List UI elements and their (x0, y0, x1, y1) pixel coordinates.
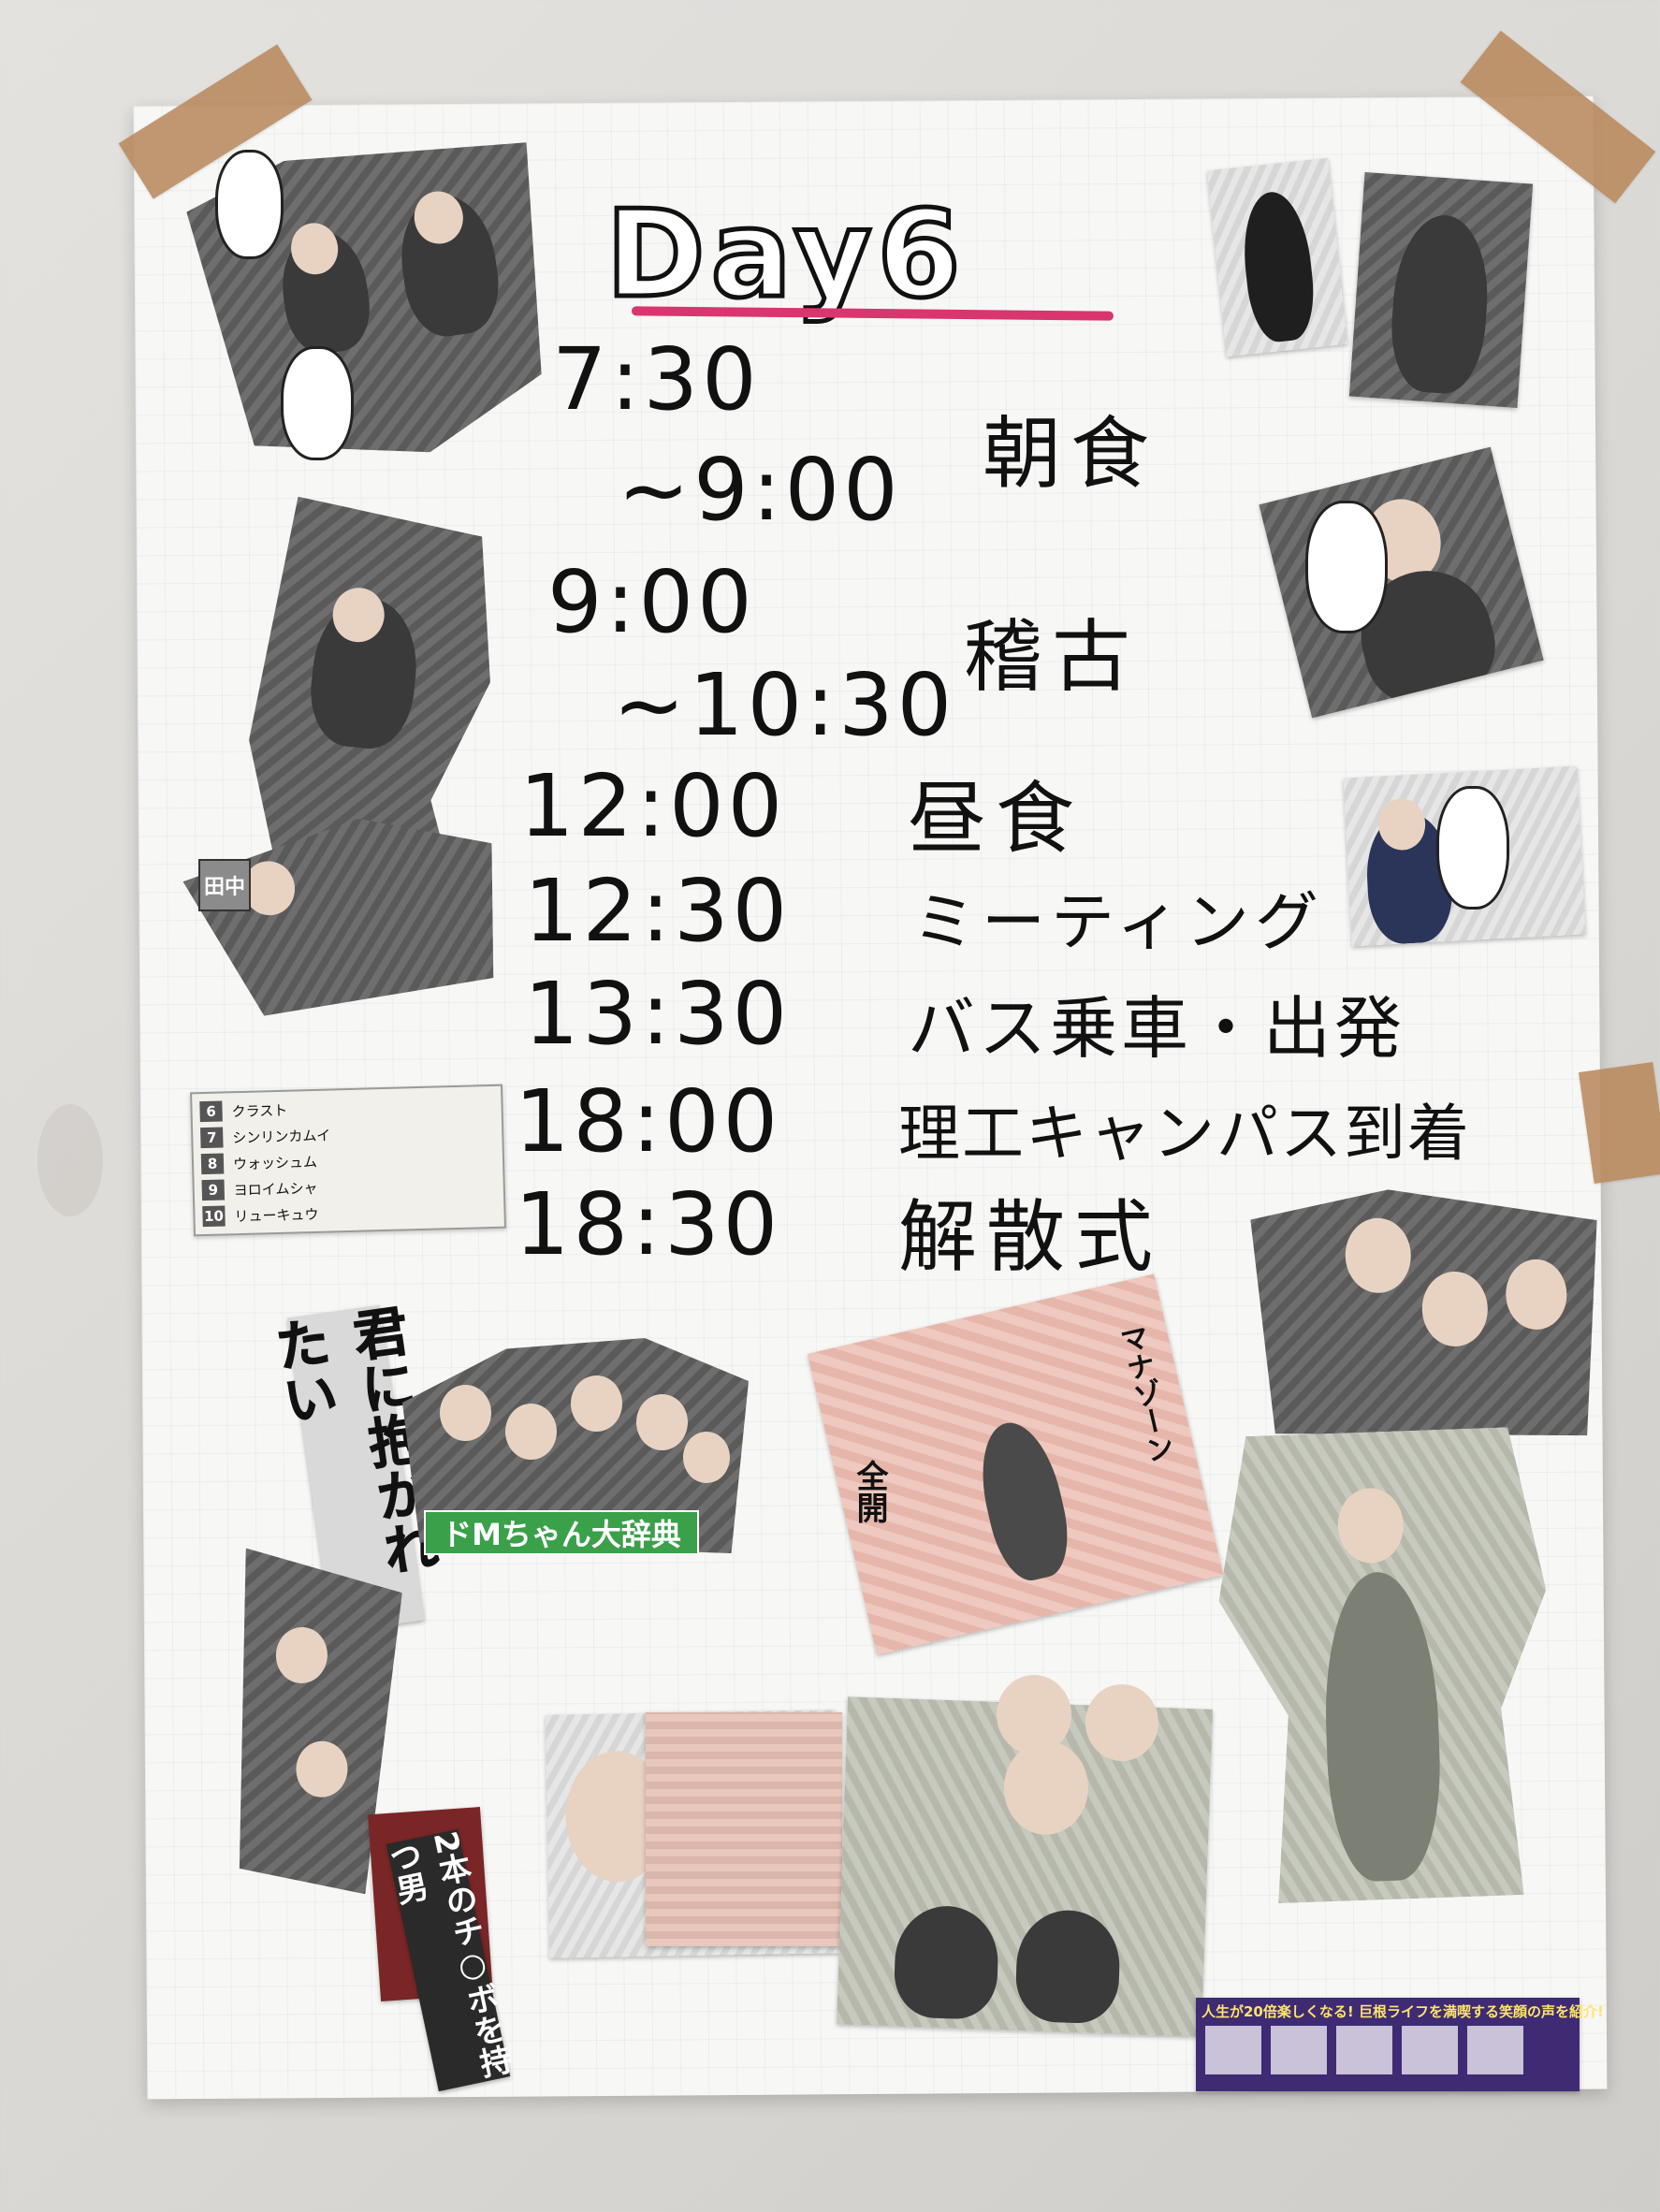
ad-headline: 人生が20倍楽しくなる! 巨根ライフを満喫する笑顔の声を紹介! (1201, 2003, 1604, 2020)
photo-cutout-top-right (1348, 172, 1534, 408)
person-face (440, 1385, 491, 1441)
speech-bubble (1305, 501, 1388, 633)
schedule-time-5: 13:30 (524, 964, 792, 1064)
ranking-row: 10 リューキュウ (202, 1197, 484, 1229)
green-caption-label: ドMちゃん大辞典 (424, 1510, 699, 1555)
person-silhouette (1237, 188, 1319, 345)
person-face (1002, 1739, 1090, 1837)
person-face (274, 1625, 329, 1685)
person-face (997, 1675, 1071, 1754)
schedule-activity-6: 理工キャンパス到着 (898, 1098, 1471, 1170)
ad-thumbnail (1205, 2026, 1261, 2074)
ad-thumbnail (1271, 2026, 1327, 2074)
schedule-activity-1: 朝食 (983, 408, 1159, 500)
rank-number: 7 (200, 1127, 224, 1149)
rank-number: 6 (199, 1100, 223, 1123)
person-face (1420, 1271, 1489, 1347)
magazine-ad-clipping: 人生が20倍楽しくなる! 巨根ライフを満喫する笑顔の声を紹介! (1196, 1998, 1604, 2091)
schedule-time-3: 12:00 (519, 756, 787, 856)
manga-panel-window (646, 1712, 842, 1946)
person-face (294, 1739, 349, 1799)
speech-bubble (215, 150, 284, 259)
tape-right (1579, 1062, 1660, 1184)
person-silhouette (1387, 211, 1493, 397)
schedule-time-2: 9:00 (547, 552, 756, 652)
person-silhouette (1014, 1908, 1122, 2025)
schedule-time-6: 18:00 (515, 1071, 782, 1171)
person-face (683, 1432, 730, 1483)
ad-thumbnail (1467, 2026, 1523, 2074)
poster-title: Day6 (604, 183, 967, 327)
ad-thumbnail (1336, 2026, 1392, 2074)
rank-number: 9 (201, 1179, 226, 1201)
rank-name: シンリンカムイ (232, 1126, 331, 1146)
name-tag: 田中 (198, 859, 251, 911)
person-face (636, 1394, 688, 1450)
person-face (571, 1375, 622, 1432)
manga-sfx-text: 全開 (851, 1460, 888, 1523)
person-face (1336, 1487, 1405, 1564)
wall-stain (37, 1104, 103, 1216)
speech-bubble (1436, 786, 1509, 910)
person-face (1505, 1259, 1568, 1331)
rank-name: ヨロイムシャ (233, 1179, 318, 1199)
rank-number: 10 (202, 1205, 226, 1228)
schedule-activity-5: バス乗車・出発 (908, 989, 1406, 1068)
schedule-activity-2: 稽古 (964, 611, 1141, 703)
schedule-time-4: 12:30 (524, 861, 792, 961)
person-silhouette (893, 1904, 1000, 2021)
photo-kendo-armor (1206, 157, 1348, 357)
rank-name: クラスト (231, 1101, 288, 1120)
person-face (1344, 1217, 1412, 1294)
speech-bubble (281, 346, 354, 460)
schedule-activity-3: 昼食 (908, 773, 1085, 865)
photo-cutout-right-3 (1249, 1183, 1604, 1448)
ranking-card: 6 クラスト 7 シンリンカムイ 8 ウォッシュム 9 ヨロイムシャ 10 リューキュウ (190, 1084, 506, 1237)
person-face (1085, 1684, 1158, 1761)
rank-name: リューキュウ (234, 1205, 319, 1225)
schedule-time-2-end: ~10:30 (613, 655, 956, 755)
person-face (505, 1404, 557, 1460)
rank-name: ウォッシュム (232, 1153, 318, 1172)
person-silhouette (1321, 1570, 1444, 1883)
person-silhouette (968, 1415, 1079, 1587)
schedule-activity-7: 解散式 (898, 1191, 1163, 1283)
schedule-time-7: 18:30 (515, 1174, 782, 1274)
schedule-time-1: 7:30 (552, 329, 761, 429)
schedule-time-1-end: ~9:00 (618, 440, 902, 540)
rank-number: 8 (200, 1153, 225, 1175)
ad-thumbnail (1402, 2026, 1458, 2074)
schedule-activity-4: ミーティング (912, 886, 1324, 960)
